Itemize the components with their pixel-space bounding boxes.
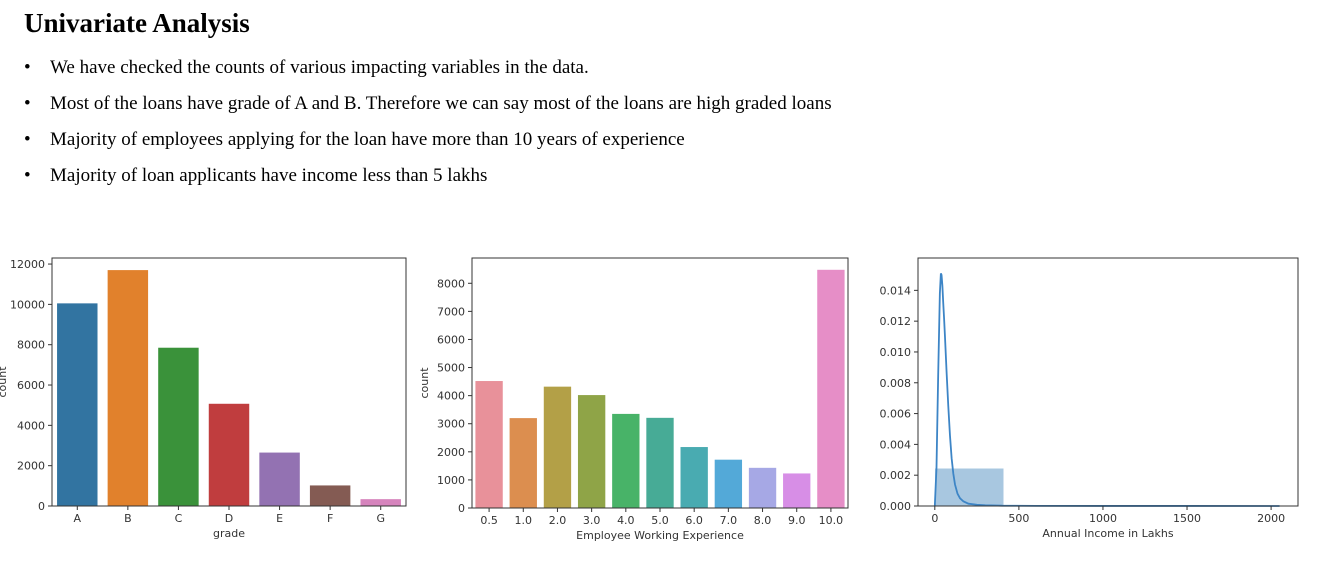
y-tick-label: 4000 <box>437 390 465 403</box>
bullet-text: We have checked the counts of various im… <box>50 57 589 78</box>
plot-frame <box>51 257 407 507</box>
histogram-bar <box>934 468 1005 507</box>
x-tick-label: 9.0 <box>788 514 806 527</box>
plot-frame <box>471 257 849 509</box>
grade-count-chart: A B C D E F G 0 2000 4000 6000 8000 10000 12000 grade c… <box>0 257 407 540</box>
bar <box>783 473 811 508</box>
bullet-dot: • <box>24 93 31 114</box>
slide-title: Univariate Analysis <box>24 8 250 38</box>
bullet-item: • Majority of loan applicants have income… <box>24 164 832 200</box>
x-tick-label: 8.0 <box>754 514 772 527</box>
bullet-dot: • <box>24 57 31 78</box>
x-axis-label: Annual Income in Lakhs <box>1042 527 1173 540</box>
y-tick-label: 0.014 <box>880 284 912 297</box>
bullet-item: • Majority of employees applying for the … <box>24 128 832 164</box>
x-tick-label: 4.0 <box>617 514 635 527</box>
bullet-dot: • <box>24 165 31 186</box>
y-tick-label: 8000 <box>437 277 465 290</box>
bar <box>748 467 777 508</box>
income-distribution-chart: 0 500 1000 1500 2000 0.000 0.002 0.004 0.006 0.00… <box>880 257 1299 540</box>
bar <box>646 417 674 508</box>
x-tick-label: 3.0 <box>583 514 601 527</box>
y-tick-label: 0 <box>458 502 465 515</box>
bar <box>509 418 537 508</box>
bullet-item: • Most of the loans have grade of A and B… <box>24 92 832 128</box>
y-tick-label: 6000 <box>17 379 45 392</box>
x-tick-label: 500 <box>1008 512 1029 525</box>
x-tick-label: 10.0 <box>819 514 844 527</box>
bullet-text: Majority of loan applicants have income … <box>50 165 488 186</box>
y-tick-label: 2000 <box>17 460 45 473</box>
bar <box>817 269 845 508</box>
experience-count-chart: 0.5 1.0 2.0 3.0 4.0 5.0 6.0 7.0 8.0 9.0 10.0 0 1000 2… <box>418 257 849 542</box>
bullet-list: • We have checked the counts of various i… <box>24 56 832 200</box>
x-tick-label: 1000 <box>1089 512 1117 525</box>
y-tick-label: 10000 <box>10 298 45 311</box>
y-tick-label: 3000 <box>437 418 465 431</box>
y-tick-label: 0 <box>38 500 45 513</box>
x-tick-label: 5.0 <box>651 514 669 527</box>
bar <box>107 270 149 506</box>
bar <box>680 447 708 508</box>
bar <box>360 499 401 506</box>
x-tick-label: 0 <box>931 512 938 525</box>
y-tick-label: 4000 <box>17 419 45 432</box>
bar <box>475 381 503 508</box>
x-tick-label: G <box>376 512 385 525</box>
y-tick-label: 2000 <box>437 446 465 459</box>
y-tick-label: 0.010 <box>880 346 912 359</box>
bar <box>208 403 250 506</box>
bar <box>309 485 351 506</box>
x-tick-label: 6.0 <box>685 514 703 527</box>
x-tick-label: 1.0 <box>515 514 533 527</box>
x-tick-label: C <box>175 512 183 525</box>
y-tick-label: 0.006 <box>880 408 912 421</box>
x-tick-label: 1500 <box>1173 512 1201 525</box>
y-tick-label: 0.008 <box>880 377 912 390</box>
y-tick-label: 8000 <box>17 339 45 352</box>
y-tick-label: 7000 <box>437 305 465 318</box>
x-tick-label: B <box>124 512 132 525</box>
bar <box>158 347 199 506</box>
bullet-text: Majority of employees applying for the l… <box>50 129 685 150</box>
bar <box>543 386 572 508</box>
y-tick-label: 0.000 <box>880 500 912 513</box>
y-tick-label: 5000 <box>437 362 465 375</box>
x-tick-label: F <box>327 512 333 525</box>
y-tick-label: 0.004 <box>880 438 912 451</box>
x-tick-label: D <box>225 512 233 525</box>
y-tick-label: 12000 <box>10 258 45 271</box>
x-axis-label: grade <box>213 527 245 540</box>
plot-frame <box>917 257 1299 507</box>
x-tick-label: 2.0 <box>549 514 567 527</box>
bar <box>577 395 606 508</box>
y-tick-label: 0.012 <box>880 315 912 328</box>
y-tick-label: 6000 <box>437 333 465 346</box>
bullet-text: Most of the loans have grade of A and B.… <box>50 93 832 114</box>
bullet-item: • We have checked the counts of various i… <box>24 56 832 92</box>
bar <box>714 459 743 508</box>
y-axis-label: count <box>418 367 431 399</box>
y-axis-label: count <box>0 366 9 398</box>
x-tick-label: 2000 <box>1257 512 1285 525</box>
y-tick-label: 0.002 <box>880 469 912 482</box>
x-tick-label: E <box>276 512 283 525</box>
x-tick-label: 0.5 <box>480 514 498 527</box>
bar <box>612 413 640 508</box>
bullet-dot: • <box>24 129 31 150</box>
bar <box>259 452 300 506</box>
x-axis-label: Employee Working Experience <box>576 529 744 542</box>
y-tick-label: 1000 <box>437 474 465 487</box>
x-tick-label: A <box>74 512 82 525</box>
bar <box>57 303 98 506</box>
x-tick-label: 7.0 <box>720 514 738 527</box>
